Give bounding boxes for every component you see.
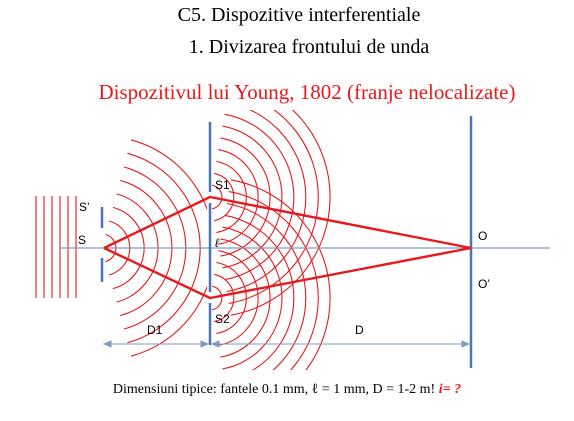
label-ell: ℓ — [215, 236, 220, 250]
label-s2: S2 — [215, 312, 230, 326]
label-o-prime: O’ — [478, 277, 490, 291]
label-o: O — [478, 229, 487, 243]
slit2-wavefront-arc — [218, 250, 259, 346]
typical-dimensions-text: Dimensiuni tipice: fantele 0.1 mm, ℓ = 1… — [112, 382, 436, 397]
section-subtitle: 1. Divizarea frontului de unda — [188, 36, 430, 58]
slit2-wavefront-arc — [216, 261, 247, 335]
distance-d-arrow — [210, 340, 471, 348]
slit2-wavefront-arc — [214, 273, 235, 323]
slit2-wavefront-arc — [226, 202, 307, 370]
slit2-wavefront-arc — [230, 179, 331, 370]
slide-heading: Dispozitivul lui Young, 1802 (franje nel… — [98, 80, 516, 104]
slit1-wavefront-arc — [230, 110, 331, 316]
label-s1: S1 — [215, 178, 230, 192]
label-d: D — [355, 323, 364, 337]
slit1-wavefront-arc — [224, 113, 295, 281]
label-s-prime: S’ — [79, 200, 90, 214]
label-s: S — [78, 233, 86, 247]
ray-paths — [103, 195, 472, 300]
slit1-wavefront-arc — [220, 137, 271, 257]
slit1-wavefront-arc — [218, 149, 259, 245]
slit2-wavefront-arc — [224, 214, 295, 370]
typical-dimensions-note: Dimensiuni tipice: fantele 0.1 mm, ℓ = 1… — [0, 382, 574, 398]
source-wavefront-arc — [130, 139, 207, 357]
slit1-wavefront-arc — [226, 110, 307, 293]
label-d1: D1 — [147, 323, 163, 337]
slit2-wavefront-arc — [211, 285, 223, 311]
page-title: C5. Dispozitive interferentiale — [177, 4, 421, 26]
fringe-spacing-question: i= ? — [438, 382, 462, 397]
slit2-wavefront-arc — [222, 226, 283, 370]
slit1-wavefront-arc — [214, 172, 235, 222]
slit1-wavefront-arc — [211, 184, 223, 210]
incoming-plane-waves — [35, 196, 77, 298]
slit1-wavefront-arc — [222, 125, 283, 269]
slit1-wavefront-arc — [216, 160, 247, 234]
slit2-wavefront-arc — [220, 238, 271, 358]
distance-d1-arrow — [102, 340, 210, 348]
